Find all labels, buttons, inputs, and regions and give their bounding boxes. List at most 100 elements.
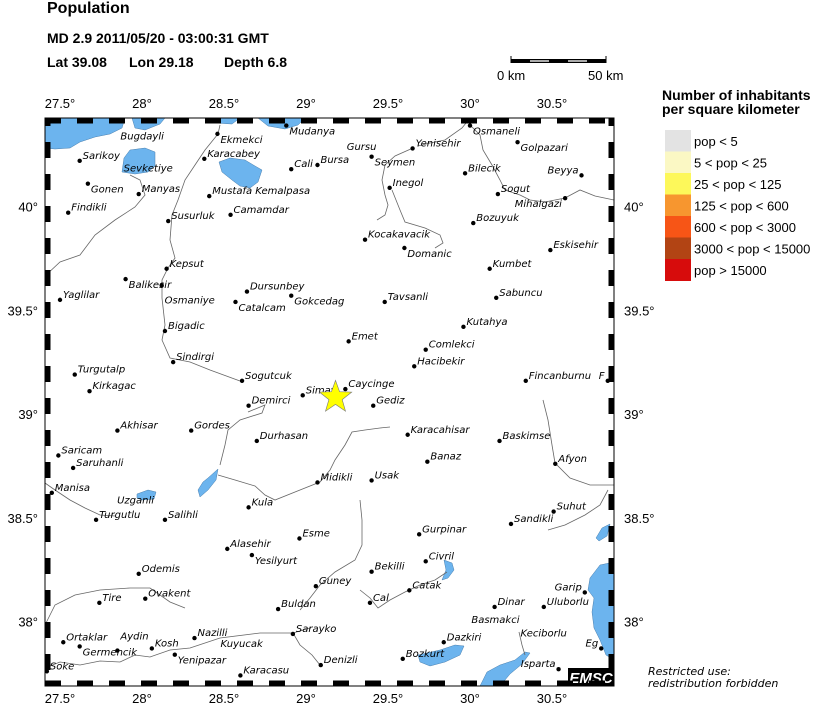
city-seymen: Seymen: [369, 154, 415, 169]
city-bilecik: Bilecik: [462, 163, 502, 176]
restricted-use-notice: Restricted use:: [648, 665, 731, 678]
city-sabuncu: Sabuncu: [494, 288, 543, 300]
city-sogutcuk: Sogutcuk: [239, 371, 293, 383]
event-lon: Lon 29.18: [129, 54, 194, 70]
city-banaz: Banaz: [425, 452, 462, 464]
event-info: MD 2.9 2011/05/20 - 03:00:31 GMT: [47, 30, 269, 46]
city-denizli: Denizli: [318, 655, 358, 668]
city-dot: [346, 339, 351, 344]
map-frame: [44, 117, 615, 687]
city-dot: [192, 635, 197, 641]
city-label: Gokcedag: [294, 297, 344, 308]
legend-title-line2: per square kilometer: [662, 101, 800, 117]
legend-swatch: [665, 216, 691, 238]
legend-label: 600 < pop < 3000: [694, 220, 796, 235]
city-label: Balikesir: [129, 280, 172, 291]
city-dot: [246, 403, 251, 408]
city-dot: [495, 191, 501, 197]
lon-tick-label-top: 29°: [296, 96, 316, 111]
city-label: Uzganli: [117, 495, 154, 506]
city-label: Midikli: [320, 472, 352, 483]
city-karacasu: Karacasu: [238, 665, 289, 678]
city-dot: [400, 656, 405, 662]
city-label: Gurpinar: [422, 524, 467, 535]
city-label: Aydin: [119, 632, 148, 643]
city-dot: [56, 453, 61, 458]
city-dot: [471, 220, 476, 226]
city-midikli: Midikli: [315, 472, 353, 485]
city-label: Osmaneli: [473, 127, 520, 138]
city-dot: [362, 237, 368, 242]
city-dot: [367, 600, 373, 606]
city-label: Afyon: [557, 454, 587, 465]
city-dot: [49, 490, 54, 496]
lat-tick-label-right: 39°: [624, 407, 644, 422]
legend-label: 5 < pop < 25: [694, 156, 767, 171]
city-dot: [508, 521, 514, 527]
city-sevketiye: Sevketiye: [124, 163, 173, 174]
city-label: Isparta: [521, 659, 556, 670]
lat-tick-label-left: 39.5°: [7, 303, 38, 318]
city-label: Ortaklar: [66, 632, 108, 643]
city-demirci: Demirci: [246, 396, 291, 408]
city-label: Soke: [50, 661, 74, 672]
event-depth: Depth 6.8: [224, 54, 287, 70]
legend-label: 3000 < pop < 15000: [694, 242, 810, 257]
city-label: Turgutalp: [78, 365, 125, 376]
city-dot: [289, 166, 294, 172]
city-sarikoy: Sarikoy: [77, 151, 121, 164]
city-dot: [72, 372, 77, 377]
lat-tick-label-left: 38°: [18, 615, 38, 630]
map-title: Population: [47, 0, 130, 17]
city-bozkurt: Bozkurt: [400, 649, 445, 662]
city-suhut: Suhut: [551, 502, 587, 514]
city-emet: Emet: [346, 331, 379, 344]
city-label: Germencik: [83, 647, 139, 658]
city-kumbet: Kumbet: [487, 259, 533, 271]
city-catak: Catak: [407, 580, 442, 593]
city-dot: [369, 478, 374, 483]
city-label: Domanic: [407, 249, 452, 260]
city-afyon: Afyon: [553, 454, 587, 466]
city-dot: [170, 359, 176, 365]
city-label: Sarayko: [296, 624, 337, 635]
legend-label: 25 < pop < 125: [694, 177, 781, 192]
city-dot: [115, 428, 120, 433]
city-label: Bugdayli: [120, 131, 164, 142]
city-camamdar: Camamdar: [228, 205, 290, 217]
city-hacibekir: Hacibekir: [412, 356, 465, 369]
city-dot: [300, 393, 305, 398]
city-label: Karacasu: [243, 665, 289, 676]
lon-tick-label-top: 29.5°: [373, 96, 404, 111]
city-label: Tire: [102, 593, 121, 604]
city-aydin: Aydin: [115, 632, 149, 653]
city-dot: [523, 378, 528, 383]
city-kutahya: Kutahya: [461, 317, 508, 330]
city-dot: [416, 532, 422, 537]
city-ovakent: Ovakent: [143, 589, 191, 601]
city-label: Golpazari: [521, 143, 569, 154]
epicenter-marker: [318, 379, 353, 412]
city-dot: [136, 191, 141, 197]
lon-tick-label-bottom: 28.5°: [209, 691, 240, 705]
lon-tick-label-bottom: 30.5°: [537, 691, 568, 705]
city-sogut: Sogut: [495, 184, 531, 197]
city-inegol: Inegol: [387, 178, 424, 191]
lon-tick-label-top: 28.5°: [209, 96, 240, 111]
city-label: Kumbet: [493, 259, 533, 270]
city-label: Baskimse: [503, 431, 551, 442]
city-label: Ovakent: [148, 589, 191, 600]
city-bozuyuk: Bozuyuk: [471, 213, 520, 226]
city-keciborlu: Keciborlu: [521, 629, 567, 640]
city-dot: [297, 536, 302, 541]
city-dot: [494, 295, 499, 300]
city-label: Karacahisar: [411, 425, 471, 436]
city-label: Kosh: [155, 638, 179, 649]
city-dot: [166, 218, 171, 224]
city-bekilli: Bekilli: [369, 562, 405, 574]
city-label: Simav: [306, 385, 338, 396]
city-salihli: Salihli: [162, 510, 198, 523]
redistribution-notice: redistribution forbidden: [648, 677, 778, 690]
legend-label: pop < 5: [694, 134, 738, 149]
city-dot: [207, 193, 212, 199]
